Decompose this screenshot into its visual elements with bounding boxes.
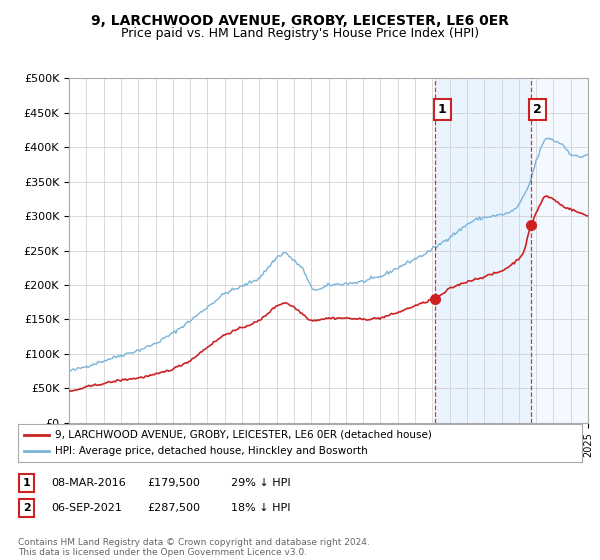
- Text: 1: 1: [23, 478, 31, 488]
- Text: £287,500: £287,500: [147, 503, 200, 513]
- Bar: [436, 78, 530, 423]
- Bar: [530, 78, 588, 423]
- Text: 2: 2: [533, 103, 542, 116]
- Text: 9, LARCHWOOD AVENUE, GROBY, LEICESTER, LE6 0ER: 9, LARCHWOOD AVENUE, GROBY, LEICESTER, L…: [91, 14, 509, 28]
- Text: 29% ↓ HPI: 29% ↓ HPI: [231, 478, 290, 488]
- Text: HPI: Average price, detached house, Hinckley and Bosworth: HPI: Average price, detached house, Hinc…: [55, 446, 367, 456]
- Text: 1: 1: [438, 103, 447, 116]
- Text: Price paid vs. HM Land Registry's House Price Index (HPI): Price paid vs. HM Land Registry's House …: [121, 27, 479, 40]
- Text: Contains HM Land Registry data © Crown copyright and database right 2024.
This d: Contains HM Land Registry data © Crown c…: [18, 538, 370, 557]
- Text: 08-MAR-2016: 08-MAR-2016: [51, 478, 126, 488]
- Text: 06-SEP-2021: 06-SEP-2021: [51, 503, 122, 513]
- Text: 2: 2: [23, 503, 31, 513]
- Text: £179,500: £179,500: [147, 478, 200, 488]
- Text: 18% ↓ HPI: 18% ↓ HPI: [231, 503, 290, 513]
- Text: 9, LARCHWOOD AVENUE, GROBY, LEICESTER, LE6 0ER (detached house): 9, LARCHWOOD AVENUE, GROBY, LEICESTER, L…: [55, 430, 431, 440]
